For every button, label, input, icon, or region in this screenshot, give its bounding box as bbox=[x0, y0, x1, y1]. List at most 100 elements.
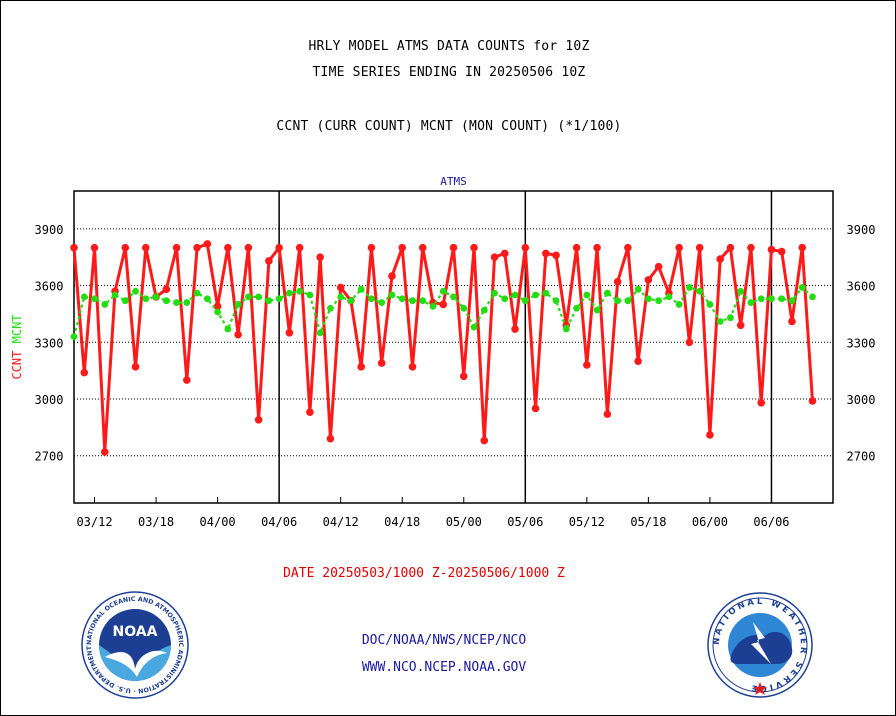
ccnt-point bbox=[162, 285, 171, 294]
ccnt-point bbox=[470, 243, 478, 252]
ccnt-point bbox=[285, 329, 294, 337]
mcnt-point bbox=[583, 291, 591, 299]
noaa-logo-text: NOAA bbox=[113, 624, 158, 640]
y-tick-label-right: 3000 bbox=[847, 393, 876, 407]
mcnt-point bbox=[532, 291, 539, 299]
ccnt-point bbox=[788, 317, 796, 326]
mcnt-point bbox=[686, 284, 693, 291]
ccnt-point bbox=[244, 243, 253, 252]
mcnt-point bbox=[183, 299, 191, 306]
mcnt-point bbox=[501, 295, 509, 303]
ccnt-point bbox=[295, 243, 304, 252]
mcnt-point bbox=[614, 297, 622, 305]
mcnt-point bbox=[450, 293, 457, 301]
mcnt-point bbox=[214, 308, 221, 316]
ccnt-point bbox=[531, 404, 540, 413]
x-tick-label: 04/00 bbox=[200, 515, 236, 529]
ccnt-point bbox=[70, 243, 78, 252]
ccnt-point bbox=[572, 243, 581, 252]
mcnt-point bbox=[244, 293, 252, 301]
ccnt-point bbox=[695, 243, 704, 252]
mcnt-point bbox=[203, 295, 211, 303]
x-tick-label: 04/12 bbox=[323, 515, 359, 529]
mcnt-point bbox=[706, 301, 714, 308]
mcnt-point bbox=[768, 295, 775, 303]
ccnt-point bbox=[141, 243, 150, 252]
mcnt-point bbox=[552, 297, 560, 305]
ccnt-point bbox=[767, 245, 776, 254]
mcnt-point bbox=[675, 301, 683, 308]
ccnt-point bbox=[747, 243, 755, 252]
noaa-logo: NATIONAL OCEANIC AND ATMOSPHERIC ADMINIS… bbox=[81, 591, 189, 699]
mcnt-point bbox=[162, 297, 170, 305]
y-tick-label-right: 3300 bbox=[847, 336, 876, 350]
mcnt-point bbox=[470, 323, 478, 331]
ccnt-point bbox=[418, 243, 427, 252]
ccnt-point bbox=[613, 277, 622, 286]
mcnt-point bbox=[778, 295, 786, 303]
x-tick-label: 06/00 bbox=[692, 515, 728, 529]
mcnt-point bbox=[347, 297, 355, 305]
mcnt-point bbox=[368, 295, 375, 303]
ccnt-line bbox=[72, 242, 814, 454]
ccnt-point bbox=[439, 300, 448, 309]
ccnt-point bbox=[408, 363, 417, 371]
ccnt-point bbox=[80, 368, 89, 377]
ccnt-point bbox=[798, 243, 807, 252]
ccnt-point bbox=[521, 243, 530, 252]
y-tick-label-left: 3000 bbox=[35, 393, 64, 407]
mcnt-point bbox=[255, 293, 263, 301]
y-tick-label-right: 2700 bbox=[847, 450, 876, 464]
ccnt-point bbox=[654, 262, 663, 271]
ccnt-point bbox=[634, 357, 642, 365]
mcnt-point bbox=[439, 287, 447, 295]
ccnt-point bbox=[316, 253, 324, 261]
ccnt-point bbox=[193, 243, 201, 252]
mcnt-point bbox=[419, 297, 427, 305]
x-tick-label: 03/12 bbox=[76, 515, 112, 529]
y-tick-label-left: 3600 bbox=[35, 280, 64, 294]
ccnt-point bbox=[603, 410, 612, 418]
mcnt-point bbox=[491, 289, 498, 297]
ccnt-point bbox=[306, 408, 314, 417]
mcnt-point bbox=[132, 287, 139, 295]
ccnt-point bbox=[583, 361, 591, 369]
mcnt-point bbox=[111, 291, 119, 299]
ccnt-point bbox=[131, 363, 140, 371]
x-tick-label: 03/18 bbox=[138, 515, 174, 529]
ccnt-point bbox=[172, 243, 181, 252]
mcnt-point bbox=[429, 302, 437, 310]
mcnt-point bbox=[624, 297, 632, 305]
mcnt-point bbox=[275, 295, 283, 303]
ccnt-point bbox=[685, 338, 694, 347]
ccnt-point bbox=[100, 448, 109, 456]
ccnt-point bbox=[511, 325, 519, 333]
ccnt-point bbox=[336, 283, 345, 292]
ccnt-point bbox=[367, 243, 376, 252]
y-tick-label-left: 3300 bbox=[35, 336, 64, 350]
ccnt-point bbox=[480, 436, 489, 445]
ccnt-point bbox=[459, 372, 468, 381]
ccnt-point bbox=[254, 416, 263, 424]
x-tick-label: 05/06 bbox=[507, 515, 543, 529]
ccnt-point bbox=[808, 397, 817, 405]
y-axis-label-part: MCNT bbox=[10, 314, 24, 350]
ccnt-point bbox=[326, 434, 335, 443]
mcnt-point bbox=[357, 285, 365, 293]
x-tick-label: 04/06 bbox=[261, 515, 297, 529]
mcnt-point bbox=[193, 289, 201, 297]
ccnt-point bbox=[593, 243, 601, 252]
ccnt-point bbox=[357, 363, 365, 371]
mcnt-point bbox=[121, 297, 129, 305]
date-range: DATE 20250503/1000 Z-20250506/1000 Z bbox=[283, 566, 565, 581]
mcnt-point bbox=[265, 297, 273, 305]
report-title: HRLY MODEL ATMS DATA COUNTS for 10Z bbox=[308, 39, 590, 54]
x-tick-label: 05/00 bbox=[446, 515, 482, 529]
mcnt-point bbox=[398, 295, 406, 303]
ccnt-point bbox=[234, 330, 242, 339]
mcnt-point bbox=[521, 297, 529, 305]
ccnt-point bbox=[726, 243, 735, 252]
time-series-chart: 2700 2700 3000 3000 3300 3300 3600 3600 3900 3900… bbox=[10, 175, 876, 529]
mcnt-point bbox=[378, 299, 386, 306]
